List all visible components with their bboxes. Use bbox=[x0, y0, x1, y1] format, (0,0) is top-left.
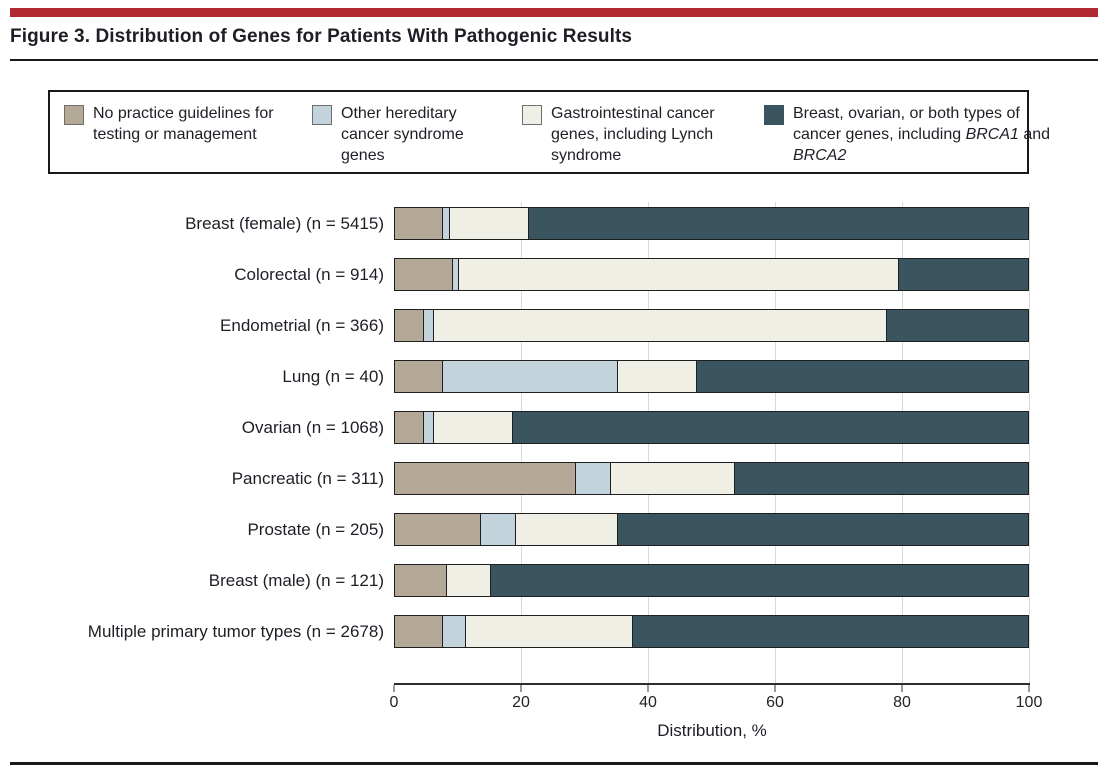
legend-swatch bbox=[64, 105, 84, 125]
tick-label: 60 bbox=[766, 694, 784, 711]
category-label: Ovarian (n = 1068) bbox=[241, 418, 384, 437]
bar-row bbox=[394, 411, 1029, 444]
bar-segment bbox=[458, 259, 899, 290]
bar-segment bbox=[442, 208, 449, 239]
bar-row bbox=[394, 360, 1029, 393]
bar-row bbox=[394, 462, 1029, 495]
tick-label: 100 bbox=[1015, 694, 1043, 711]
axis-tick bbox=[647, 685, 649, 692]
x-axis-title: Distribution, % bbox=[657, 721, 767, 740]
bar-row bbox=[394, 258, 1029, 291]
legend-label: No practice guidelines for testing or ma… bbox=[93, 105, 274, 143]
axis-tick bbox=[520, 685, 522, 692]
bar-row bbox=[394, 309, 1029, 342]
category-label: Endometrial (n = 366) bbox=[220, 316, 384, 335]
bar-segment bbox=[527, 208, 1028, 239]
bar-segment bbox=[395, 514, 481, 545]
title-divider bbox=[10, 59, 1098, 61]
bar-segment bbox=[432, 412, 513, 443]
category-label: Pancreatic (n = 311) bbox=[231, 469, 384, 488]
bar-segment bbox=[395, 361, 443, 392]
bar-segment bbox=[395, 259, 452, 290]
axis-tick bbox=[393, 685, 395, 692]
bar-segment bbox=[432, 310, 886, 341]
legend-item: Gastrointestinal cancer genes, including… bbox=[522, 103, 756, 166]
bar-segment bbox=[575, 463, 611, 494]
bar-segment bbox=[395, 565, 446, 596]
figure-title: Figure 3. Distribution of Genes for Pati… bbox=[10, 26, 633, 47]
legend-item: No practice guidelines for testing or ma… bbox=[64, 103, 298, 145]
legend-swatch bbox=[764, 105, 784, 125]
bar-segment bbox=[616, 361, 696, 392]
x-axis-line bbox=[394, 683, 1030, 685]
tick-label: 0 bbox=[389, 694, 399, 711]
category-label: Multiple primary tumor types (n = 2678) bbox=[87, 622, 384, 641]
bar-segment bbox=[448, 208, 528, 239]
bottom-divider bbox=[10, 762, 1098, 765]
category-label: Breast (female) (n = 5415) bbox=[185, 214, 384, 233]
tick-label: 80 bbox=[893, 694, 911, 711]
legend-label: Gastrointestinal cancer genes, including… bbox=[551, 105, 715, 164]
legend-item: Breast, ovarian, or both types of cancer… bbox=[764, 103, 1055, 166]
axis-tick bbox=[774, 685, 776, 692]
bar-segment bbox=[442, 361, 617, 392]
legend: No practice guidelines for testing or ma… bbox=[48, 90, 1050, 174]
bar-segment bbox=[512, 412, 1028, 443]
bar-segment bbox=[616, 514, 1028, 545]
top-accent-bar bbox=[10, 8, 1098, 17]
legend-swatch bbox=[522, 105, 542, 125]
bar-segment bbox=[464, 616, 633, 647]
bar-row bbox=[394, 615, 1029, 648]
bar-segment bbox=[451, 259, 459, 290]
legend-label: Breast, ovarian, or both types of cancer… bbox=[793, 105, 1051, 164]
category-label: Prostate (n = 205) bbox=[247, 520, 384, 539]
axis-tick bbox=[901, 685, 903, 692]
category-label: Colorectal (n = 914) bbox=[234, 265, 384, 284]
bar-segment bbox=[733, 463, 1028, 494]
category-label: Breast (male) (n = 121) bbox=[208, 571, 384, 590]
bar-segment bbox=[395, 310, 424, 341]
bar-segment bbox=[445, 565, 490, 596]
tick-label: 40 bbox=[639, 694, 657, 711]
bar-segment bbox=[885, 310, 1028, 341]
bar-segment bbox=[489, 565, 1028, 596]
bar-segment bbox=[480, 514, 516, 545]
legend-swatch bbox=[312, 105, 332, 125]
bar-segment bbox=[898, 259, 1028, 290]
bar-segment bbox=[632, 616, 1028, 647]
bar-segment bbox=[395, 412, 424, 443]
bar-segment bbox=[515, 514, 617, 545]
bar-row bbox=[394, 564, 1029, 597]
bar-segment bbox=[395, 463, 576, 494]
bar-segment bbox=[695, 361, 1028, 392]
legend-item: Other hereditary cancer syndrome genes bbox=[312, 103, 506, 166]
tick-label: 20 bbox=[512, 694, 530, 711]
gridline bbox=[1029, 202, 1030, 683]
bar-segment bbox=[442, 616, 465, 647]
bar-row bbox=[394, 207, 1029, 240]
bar-segment bbox=[395, 616, 443, 647]
bar-segment bbox=[610, 463, 734, 494]
bar-segment bbox=[423, 310, 433, 341]
bar-segment bbox=[395, 208, 443, 239]
category-label: Lung (n = 40) bbox=[282, 367, 384, 386]
bar-segment bbox=[423, 412, 433, 443]
axis-tick bbox=[1028, 685, 1030, 692]
legend-label: Other hereditary cancer syndrome genes bbox=[341, 105, 464, 164]
bar-row bbox=[394, 513, 1029, 546]
